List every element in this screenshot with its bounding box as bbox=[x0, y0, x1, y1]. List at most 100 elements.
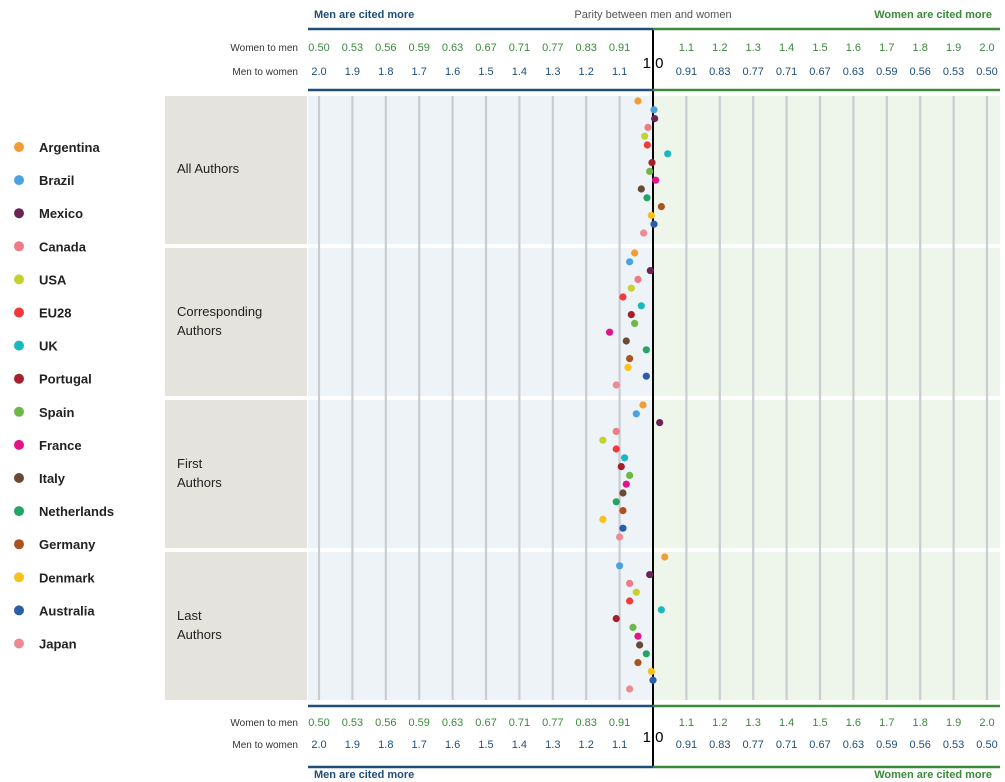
point-argentina bbox=[634, 97, 642, 105]
point-portugal bbox=[617, 463, 625, 471]
point-australia bbox=[619, 524, 627, 532]
bottom-axis-tick-wm: 0.53 bbox=[342, 717, 363, 729]
bottom-axis-tick-wm: 0.50 bbox=[308, 717, 329, 729]
top-axis-tick-wm: 0.71 bbox=[509, 42, 530, 54]
group-panels: All Authors Corresponding Authors First Auth… bbox=[165, 96, 1000, 700]
top-axis-tick-mw: 1.4 bbox=[512, 66, 527, 78]
top-axis-tick-wm: 1.6 bbox=[846, 42, 861, 54]
point-australia bbox=[649, 676, 657, 684]
top-axis-tick-mw: 0.91 bbox=[676, 66, 697, 78]
legend-marker-spain bbox=[14, 406, 24, 417]
top-axis-tick-wm: 0.77 bbox=[542, 42, 563, 54]
men-side-panel bbox=[308, 96, 653, 244]
top-axis-tick-mw: 1.1 bbox=[612, 66, 627, 78]
men-side-panel bbox=[308, 552, 653, 700]
top-axis-tick-wm: 1.5 bbox=[812, 42, 827, 54]
top-axis-tick-mw: 1.9 bbox=[345, 66, 360, 78]
legend-marker-usa bbox=[14, 274, 24, 285]
point-italy bbox=[619, 489, 627, 497]
footer-women-cited-more: Women are cited more bbox=[874, 769, 992, 781]
group-label: First bbox=[177, 456, 203, 471]
men-side-panel bbox=[308, 400, 653, 548]
group-label: Authors bbox=[177, 323, 222, 338]
top-axis-tick-mw: 2.0 bbox=[311, 66, 326, 78]
bottom-axis-tick-mw: 1.4 bbox=[512, 739, 527, 751]
bottom-axis-tick-mw: 1.1 bbox=[612, 739, 627, 751]
point-spain bbox=[646, 167, 654, 175]
point-germany bbox=[626, 355, 634, 363]
women-side-panel bbox=[653, 400, 1000, 548]
bottom-axis-tick-wm: 0.91 bbox=[609, 717, 630, 729]
point-brazil bbox=[626, 258, 634, 266]
point-usa bbox=[627, 284, 635, 292]
point-mexico bbox=[646, 571, 654, 579]
bottom-axis-tick-wm: 0.83 bbox=[575, 717, 596, 729]
point-canada bbox=[634, 275, 642, 283]
point-france bbox=[634, 632, 642, 640]
legend-marker-australia bbox=[14, 605, 24, 616]
bottom-axis-tick-wm: 1.1 bbox=[679, 717, 694, 729]
point-spain bbox=[629, 623, 637, 632]
top-axis-tick-wm: 0.63 bbox=[442, 42, 463, 54]
bottom-axis-tick-wm: 1.9 bbox=[946, 717, 961, 729]
bottom-axis-parity-tick: 1.0 bbox=[643, 729, 664, 746]
legend-marker-japan bbox=[14, 638, 24, 649]
top-axis-row2-label: Men to women bbox=[232, 67, 298, 78]
bottom-axis-tick-mw: 1.6 bbox=[445, 739, 460, 751]
top-axis-tick-wm: 0.91 bbox=[609, 42, 630, 54]
bottom-axis-tick-wm: 2.0 bbox=[979, 717, 994, 729]
point-spain bbox=[626, 471, 634, 479]
top-axis-tick-wm: 0.56 bbox=[375, 42, 396, 54]
top-axis-parity-tick: 1.0 bbox=[643, 55, 664, 72]
bottom-axis-tick-mw: 0.63 bbox=[843, 739, 864, 751]
point-netherlands bbox=[612, 498, 620, 506]
legend-label-canada: Canada bbox=[39, 239, 87, 254]
legend-label-uk: UK bbox=[39, 339, 58, 354]
bottom-axis-tick-mw: 1.3 bbox=[545, 739, 560, 751]
bottom-axis-tick-mw: 0.50 bbox=[976, 739, 997, 751]
group-label: Authors bbox=[177, 475, 222, 490]
bottom-axis-tick-wm: 0.56 bbox=[375, 717, 396, 729]
bottom-axis-tick-wm: 1.4 bbox=[779, 717, 794, 729]
top-axis-tick-wm: 0.50 bbox=[308, 42, 329, 54]
point-usa bbox=[599, 436, 607, 444]
legend-label-denmark: Denmark bbox=[39, 570, 95, 585]
point-argentina bbox=[639, 401, 647, 409]
legend-label-mexico: Mexico bbox=[39, 206, 83, 221]
legend-label-brazil: Brazil bbox=[39, 173, 74, 188]
legend-marker-mexico bbox=[14, 208, 24, 219]
point-usa bbox=[641, 132, 649, 140]
gridlines bbox=[317, 28, 989, 768]
top-axis-tick-mw: 0.67 bbox=[809, 66, 830, 78]
point-brazil bbox=[616, 562, 624, 570]
top-axis-tick-wm: 1.4 bbox=[779, 42, 794, 54]
top-axis-tick-wm: 1.3 bbox=[746, 42, 761, 54]
bottom-axis-tick-mw: 1.8 bbox=[378, 739, 393, 751]
women-side-panel bbox=[653, 248, 1000, 396]
point-mexico bbox=[646, 267, 654, 275]
top-axis-row1-label: Women to men bbox=[230, 43, 298, 54]
bottom-axis-tick-wm: 1.2 bbox=[712, 717, 727, 729]
bottom-axis-tick-mw: 1.2 bbox=[579, 739, 594, 751]
top-axis-tick-mw: 1.6 bbox=[445, 66, 460, 78]
point-uk bbox=[637, 302, 645, 310]
point-italy bbox=[636, 641, 644, 649]
point-canada bbox=[644, 123, 652, 131]
point-denmark bbox=[647, 667, 655, 676]
legend-marker-denmark bbox=[14, 572, 24, 583]
point-italy bbox=[622, 337, 630, 345]
point-france bbox=[622, 480, 630, 488]
bottom-axis-tick-mw: 1.9 bbox=[345, 739, 360, 751]
legend-label-netherlands: Netherlands bbox=[39, 504, 114, 519]
top-axis-tick-wm: 1.9 bbox=[946, 42, 961, 54]
bottom-axis-tick-mw: 0.91 bbox=[676, 739, 697, 751]
point-netherlands bbox=[642, 650, 650, 658]
bottom-axis-tick-mw: 0.83 bbox=[709, 739, 730, 751]
men-side-panel bbox=[308, 248, 653, 396]
point-denmark bbox=[647, 211, 655, 219]
point-usa bbox=[632, 588, 640, 596]
legend-marker-germany bbox=[14, 539, 24, 550]
point-italy bbox=[637, 185, 645, 193]
point-portugal bbox=[648, 159, 656, 167]
bottom-axis-row1-label: Women to men bbox=[230, 718, 298, 729]
